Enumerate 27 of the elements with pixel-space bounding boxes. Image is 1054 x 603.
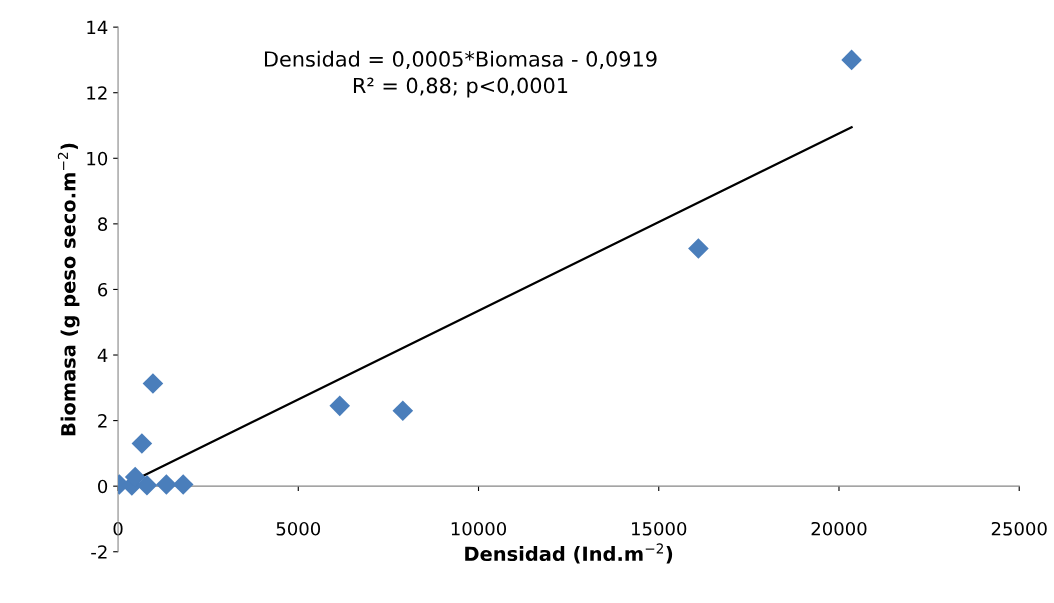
y-tick-label: 14 (87, 20, 108, 34)
annotation: Densidad = 0,0005*Biomasa - 0,0919 R² = 0,88; p<0,0001 (264, 50, 657, 98)
point (172, 474, 194, 495)
point (329, 395, 351, 417)
point (142, 373, 164, 394)
point (156, 474, 177, 495)
point (841, 49, 862, 71)
y-tick-label: 8 (98, 217, 108, 231)
x-tick-label: 0 (113, 521, 123, 536)
y-tick-label: 6 (98, 282, 108, 297)
y-tick-label: 12 (87, 86, 107, 100)
y-tick-label: 4 (97, 348, 108, 362)
y-tick-label: -2 (91, 545, 107, 559)
x-tick-label: 5000 (276, 521, 321, 536)
x-tick-label: 10000 (451, 521, 507, 536)
x-tick-label: 15000 (632, 521, 687, 536)
y-tick-label: 10 (87, 151, 108, 166)
point (392, 400, 414, 422)
y-tick-label: 2 (98, 414, 107, 428)
x-tick-label: 25000 (991, 521, 1047, 536)
point (131, 433, 153, 454)
y-axis-title: Biomasa (g peso seco.m$^{−2}$) (57, 143, 80, 436)
point (688, 238, 709, 259)
point (136, 474, 158, 496)
y-tick-label: 0 (98, 479, 108, 494)
x-tick-label: 20000 (811, 521, 867, 536)
x-axis-title: Densidad (Ind.m$^{−2}$) (465, 543, 673, 564)
